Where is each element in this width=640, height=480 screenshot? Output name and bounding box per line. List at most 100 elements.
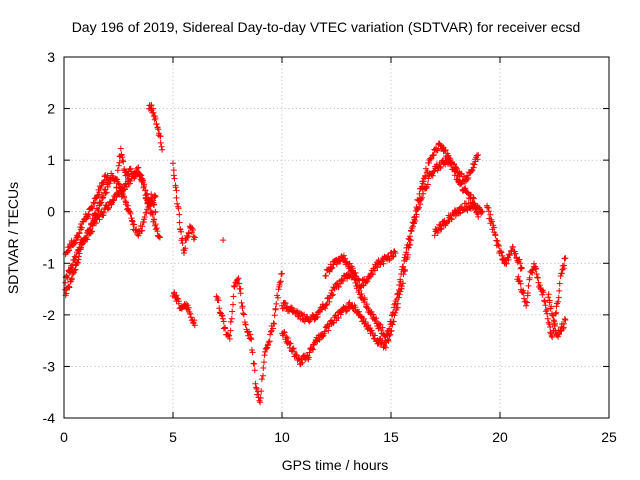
data-point [92, 195, 99, 202]
data-point [90, 220, 97, 227]
data-point [80, 238, 86, 245]
data-point [562, 255, 569, 262]
data-point [321, 328, 328, 335]
data-point [386, 257, 393, 264]
data-point [176, 219, 183, 226]
data-point [115, 180, 122, 187]
data-point [268, 328, 274, 335]
data-point [541, 298, 548, 305]
data-point [235, 275, 242, 282]
x-tick-label: 25 [601, 429, 617, 445]
data-point [106, 204, 112, 211]
data-point [299, 359, 306, 366]
data-point [396, 282, 403, 288]
data-point [438, 225, 445, 232]
data-point [450, 164, 457, 171]
data-point [352, 270, 359, 276]
data-point [471, 161, 478, 168]
data-point [175, 300, 182, 307]
data-point [326, 268, 333, 275]
data-point [228, 315, 235, 322]
data-point [150, 197, 157, 204]
data-point [342, 255, 349, 262]
data-point [533, 271, 540, 277]
data-point [71, 239, 78, 246]
data-point [170, 172, 177, 179]
data-point [265, 339, 272, 346]
data-point [553, 303, 560, 310]
data-point [273, 300, 280, 307]
data-point [120, 158, 127, 165]
data-point [475, 152, 482, 158]
data-point [452, 168, 459, 175]
data-point [431, 232, 438, 239]
data-point [248, 336, 255, 343]
data-point [103, 176, 110, 183]
data-point [118, 151, 125, 158]
data-point [556, 331, 563, 338]
data-point [418, 183, 425, 190]
x-tick-label: 0 [60, 429, 68, 445]
data-point [485, 204, 492, 211]
data-point [121, 194, 128, 201]
data-point [152, 221, 159, 228]
data-point [262, 348, 269, 355]
data-point [252, 380, 259, 387]
data-point [136, 171, 143, 178]
data-point [465, 174, 472, 181]
data-point [185, 304, 192, 311]
data-point [489, 218, 495, 225]
data-point [411, 214, 418, 221]
data-point [156, 233, 163, 240]
data-point [87, 226, 94, 232]
data-point [178, 228, 185, 235]
data-point [117, 145, 124, 152]
data-point [114, 176, 121, 183]
data-point [335, 283, 342, 290]
data-point [542, 302, 549, 309]
data-point [389, 312, 395, 319]
data-point [310, 346, 317, 353]
data-point [340, 278, 347, 284]
data-point [401, 254, 408, 261]
data-point [444, 218, 451, 225]
data-point [361, 296, 368, 303]
data-point [277, 278, 284, 285]
data-point [175, 205, 182, 212]
data-point [323, 302, 330, 308]
data-point [251, 367, 258, 374]
data-point [231, 283, 237, 289]
data-point [370, 311, 376, 318]
data-point [154, 124, 161, 131]
y-tick-label: 2 [47, 101, 55, 117]
data-point [469, 167, 476, 174]
data-point [94, 192, 101, 199]
data-point [371, 267, 378, 274]
data-point [176, 211, 183, 218]
data-point [394, 290, 401, 297]
data-point [484, 204, 491, 211]
data-point [75, 233, 82, 240]
data-point [555, 294, 562, 301]
data-point [378, 340, 385, 347]
data-point [363, 301, 370, 308]
data-point [415, 197, 422, 204]
data-point [263, 345, 270, 352]
data-point [90, 199, 97, 206]
data-point [458, 180, 465, 187]
data-point [561, 316, 568, 322]
data-point [430, 168, 437, 175]
data-point [479, 208, 486, 215]
data-point [530, 266, 536, 273]
data-point [546, 321, 553, 328]
data-point [113, 184, 120, 191]
data-point [220, 318, 227, 325]
data-point [153, 225, 160, 232]
data-point [157, 139, 164, 146]
data-point [346, 299, 353, 306]
data-point [549, 334, 556, 341]
data-point [322, 305, 329, 312]
data-point [184, 234, 191, 241]
data-point [76, 229, 83, 236]
data-point [258, 376, 265, 383]
